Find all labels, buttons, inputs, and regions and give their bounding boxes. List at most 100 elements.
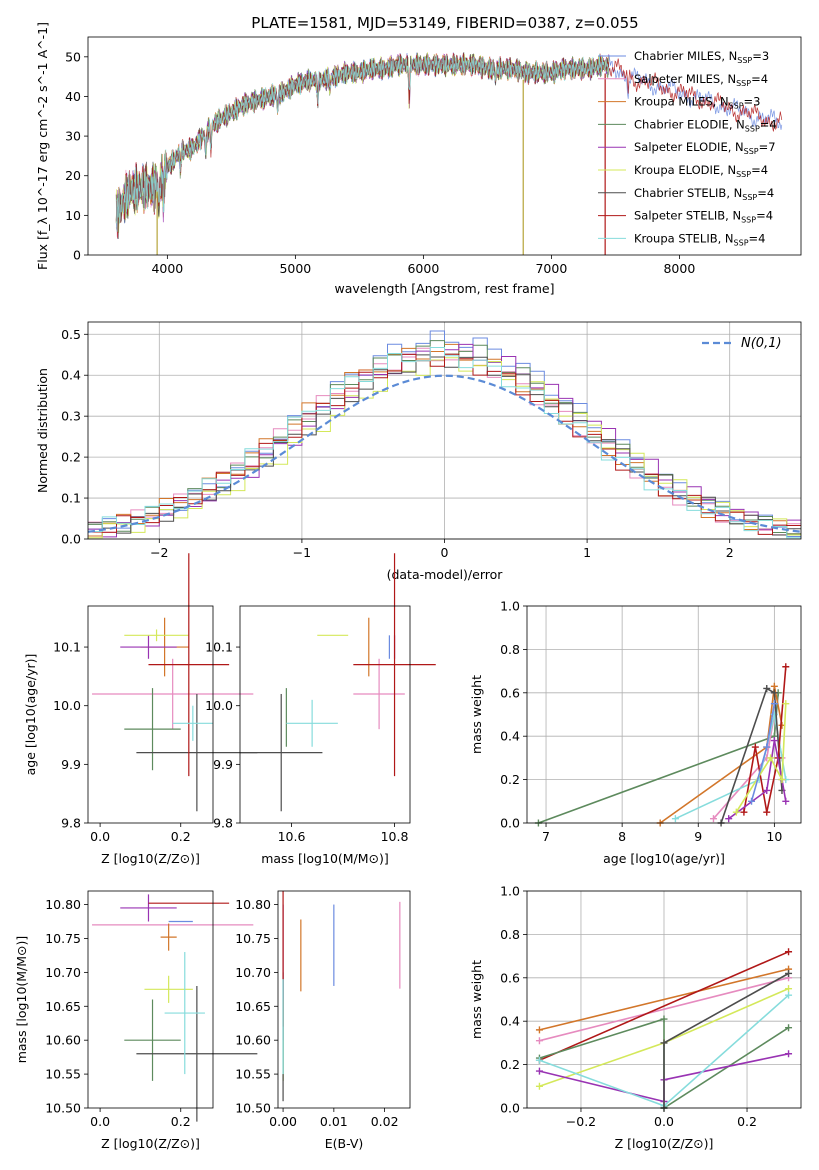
x-tick-label: 0.2 [171, 1114, 191, 1129]
weight-marker [763, 786, 771, 794]
legend-subscript: SSP [736, 170, 751, 179]
x-tick-label: −2 [150, 545, 168, 560]
y-tick-label: 1.0 [500, 599, 520, 614]
legend-value: =4 [749, 231, 766, 245]
legend-subscript: SSP [741, 216, 756, 225]
x-axis-label: age [log10(age/yr)] [603, 851, 725, 866]
panel-spectrum: 4000 5000 6000 7000 8000 0 10 20 30 40 50 wavelengt… [35, 22, 802, 296]
legend-entry: Kroupa STELIB, NSSP=4 [634, 231, 765, 247]
y-axis-label: Normed distribution [35, 368, 50, 493]
legend-value: =4 [751, 72, 768, 86]
x-tick-label: 0.02 [371, 1114, 399, 1129]
legend-entry: Chabrier ELODIE, NSSP=4 [634, 117, 777, 133]
x-tick-label: 10.8 [381, 829, 409, 844]
x-axis-label: Z [log10(Z/Z⊙)] [615, 1136, 714, 1151]
weight-line [659, 686, 783, 824]
y-tick-label: 10.55 [45, 1067, 81, 1082]
y-tick-label: 0.1 [61, 491, 81, 506]
weight-marker [785, 1050, 793, 1058]
weight-line [735, 703, 787, 813]
weight-marker [763, 743, 771, 751]
weight-marker [785, 1024, 793, 1032]
y-tick-label: 0.2 [61, 450, 81, 465]
axes-frame [239, 605, 411, 824]
x-tick-label: 0.0 [90, 1114, 110, 1129]
histogram-step [88, 347, 801, 539]
y-tick-label: 10.70 [45, 965, 81, 980]
axes-frame [87, 890, 214, 1109]
x-tick-label: 0 [441, 545, 449, 560]
weight-marker [732, 808, 740, 816]
weight-marker [725, 815, 733, 823]
y-tick-label: 0.6 [500, 685, 520, 700]
x-tick-label: 1 [583, 545, 591, 560]
y-tick-label: 0.0 [500, 1101, 520, 1116]
legend-entry: Chabrier STELIB, NSSP=4 [634, 186, 774, 202]
x-axis-label: Z [log10(Z/Z⊙)] [101, 1136, 200, 1151]
y-tick-label: 10.0 [205, 698, 233, 713]
weight-line [539, 977, 789, 1042]
legend-entry: Kroupa MILES, NSSP=3 [634, 95, 760, 111]
x-axis-label: (data-model)/error [387, 567, 504, 582]
figure-title: PLATE=1581, MJD=53149, FIBERID=0387, z=0… [251, 14, 638, 32]
legend-subscript: SSP [729, 102, 744, 111]
y-tick-label: 0.8 [500, 642, 520, 657]
y-tick-label: 0.6 [500, 970, 520, 985]
legend-entry: Salpeter ELODIE, NSSP=7 [634, 140, 776, 156]
weight-line [539, 968, 789, 1031]
y-tick-label: 20 [65, 168, 81, 183]
weight-marker [767, 754, 775, 762]
y-tick-label: 9.9 [213, 757, 233, 772]
legend-value: =3 [744, 95, 761, 109]
weight-marker [763, 808, 771, 816]
weight-marker [535, 1037, 543, 1045]
weight-marker [778, 776, 786, 784]
legend-value: =7 [759, 140, 776, 154]
legend-text: Kroupa MILES, N [634, 95, 729, 109]
panel-weights-vs-age: 7 8 9 10 0.0 0.2 0.4 0.6 0.8 1.0 age [log10(age/yr… [469, 599, 802, 866]
legend-subscript: SSP [742, 193, 757, 202]
weight-marker [751, 743, 759, 751]
legend-subscript: SSP [737, 56, 752, 65]
legend-text: Salpeter ELODIE, N [634, 140, 744, 154]
x-tick-label: 10 [766, 829, 782, 844]
x-axis-label: mass [log10(M/M⊙)] [261, 851, 389, 866]
x-tick-label: −0.2 [566, 1114, 596, 1129]
x-tick-label: 0.2 [171, 829, 191, 844]
weight-line [539, 951, 789, 1062]
legend-text: Chabrier MILES, N [634, 49, 737, 63]
weight-marker [660, 1039, 668, 1047]
y-tick-label: 10.75 [235, 931, 271, 946]
y-axis-label: Flux [f_λ 10^-17 erg cm^-2 s^-1 A^-1] [35, 22, 50, 270]
y-tick-label: 9.8 [61, 816, 81, 831]
legend-subscript: SSP [745, 124, 760, 133]
panel-mass-vs-ebv: 0.00 0.01 0.02 10.50 10.55 10.60 10.65 10.70 10.… [235, 890, 411, 1151]
legend-text: Chabrier STELIB, N [634, 186, 742, 200]
y-tick-label: 0.4 [500, 729, 520, 744]
weight-marker [785, 948, 793, 956]
weight-marker [535, 1056, 543, 1064]
x-tick-label: 0.01 [320, 1114, 348, 1129]
y-tick-label: 10 [65, 208, 81, 223]
y-tick-label: 10.1 [205, 640, 233, 655]
legend-entry: N(0,1) [741, 336, 782, 351]
x-tick-label: 0.0 [654, 1114, 674, 1129]
y-axis-label: age [log10(age/yr)] [23, 654, 38, 776]
histogram-step [88, 353, 801, 535]
y-tick-label: 10.50 [235, 1101, 271, 1116]
x-tick-label: −1 [293, 545, 311, 560]
weight-marker [782, 700, 790, 708]
x-tick-label: 9 [694, 829, 702, 844]
legend-value: =4 [756, 209, 773, 223]
weight-marker [785, 985, 793, 993]
x-axis-label: Z [log10(Z/Z⊙)] [101, 851, 200, 866]
x-tick-label: 10.6 [278, 829, 306, 844]
legend-entry: Salpeter STELIB, NSSP=4 [634, 209, 773, 225]
y-tick-label: 10.60 [45, 1033, 81, 1048]
x-tick-label: 5000 [279, 261, 311, 276]
legend-text: Kroupa ELODIE, N [634, 163, 736, 177]
axes-frame [87, 321, 802, 540]
panel-age-vs-mass: 10.6 10.8 9.8 9.9 10.0 10.1 mass [log10(M/M⊙)] [205, 553, 436, 866]
axes-frame [277, 890, 411, 1109]
